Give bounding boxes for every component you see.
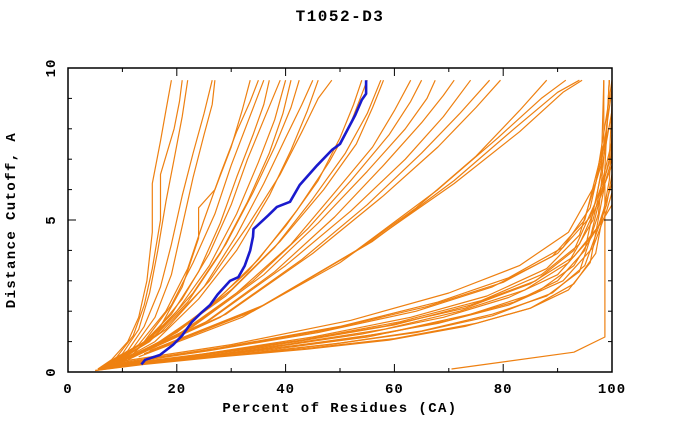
model-curve-model-03: [100, 80, 189, 368]
x-tick-label-20: 20: [167, 382, 187, 398]
model-curve-model-05: [105, 80, 216, 367]
model-curve-model-48: [106, 152, 613, 367]
y-tick-label-10: 10: [44, 58, 60, 78]
model-curve-model-27: [133, 79, 501, 358]
y-tick-label-5: 5: [44, 215, 60, 225]
model-curve-model-07: [105, 79, 259, 367]
model-curve-model-24: [127, 79, 455, 361]
model-curve-model-15: [111, 79, 319, 367]
model-curve-model-31: [143, 79, 583, 355]
model-curve-model-47: [100, 204, 613, 369]
x-tick-label-100: 100: [597, 382, 627, 398]
model-curve-model-49: [451, 165, 613, 370]
model-curve-model-41: [103, 159, 613, 368]
model-curve-model-17: [111, 80, 363, 367]
highlight-curve: [140, 80, 368, 366]
x-tick-label-0: 0: [63, 382, 73, 398]
highlight-curve-group: [140, 80, 368, 366]
x-tick-label-40: 40: [276, 382, 295, 398]
model-curve-model-01: [97, 80, 172, 370]
model-curve-model-29: [143, 79, 567, 355]
model-curve-model-32: [95, 80, 610, 372]
chart-title: T1052-D3: [295, 8, 385, 26]
model-curve-model-45: [100, 192, 613, 370]
model-curve-model-08: [111, 79, 265, 365]
model-curve-model-13: [111, 80, 300, 364]
model-curve-model-22: [122, 79, 423, 361]
y-tick-label-0: 0: [44, 367, 60, 377]
model-curves-group: [95, 79, 613, 372]
model-curve-model-23: [122, 79, 436, 362]
model-curve-model-26: [133, 79, 491, 358]
model-curve-model-25: [127, 79, 472, 359]
model-curve-model-04: [103, 80, 213, 368]
model-curve-model-14: [116, 79, 314, 364]
x-axis-label: Percent of Residues (CA): [222, 401, 458, 417]
model-curve-model-46: [111, 80, 613, 364]
model-curve-model-28: [138, 79, 548, 358]
x-tick-label-80: 80: [493, 382, 513, 398]
model-curve-model-38: [97, 174, 613, 370]
model-curve-model-20: [122, 79, 385, 362]
model-curve-model-44: [108, 80, 610, 365]
model-curve-model-10: [111, 79, 281, 364]
axes-frame-and-ticks: [67, 67, 613, 373]
x-tick-label-60: 60: [384, 382, 404, 398]
model-curve-model-16: [116, 79, 333, 364]
model-curve-model-02: [100, 80, 183, 370]
model-curve-model-09: [105, 80, 270, 368]
y-axis-label: Distance Cutoff, A: [4, 131, 20, 309]
